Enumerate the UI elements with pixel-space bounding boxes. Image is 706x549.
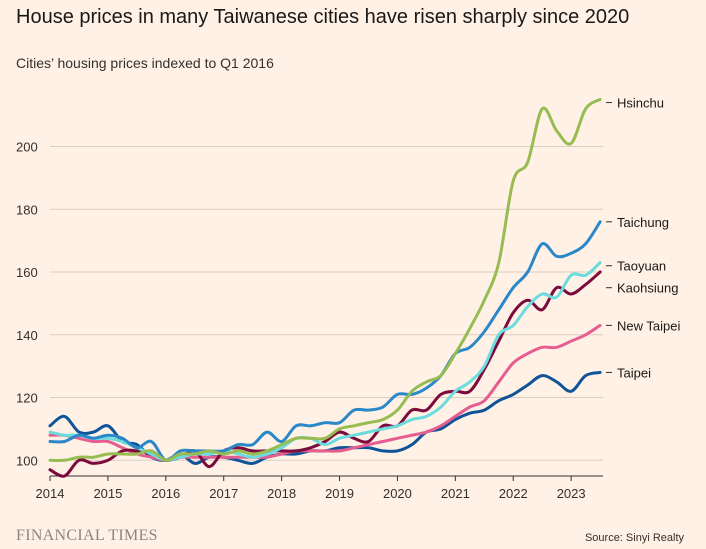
series-label-hsinchu: Hsinchu [617,96,664,111]
series-label-taoyuan: Taoyuan [617,259,666,274]
chart-subtitle: Cities’ housing prices indexed to Q1 201… [16,55,274,71]
x-tick-label: 2016 [151,486,180,501]
gridlines [50,145,603,461]
x-tick-label: 2022 [499,486,528,501]
x-tick-label: 2017 [209,486,238,501]
series-label-taipei: Taipei [617,365,651,380]
series-label-taichung: Taichung [617,215,669,230]
x-tick-label: 2023 [557,486,586,501]
series-label-new-taipei: New Taipei [617,318,680,333]
x-tick-label: 2015 [93,486,122,501]
y-tick-label: 180 [16,202,38,217]
y-tick-label: 160 [16,265,38,280]
y-tick-label: 200 [16,139,38,154]
y-tick-label: 140 [16,328,38,343]
series-line-taoyuan [48,261,602,462]
x-tick-label: 2014 [36,486,65,501]
y-tick-label: 100 [16,453,38,468]
series-lines [48,97,602,478]
ft-logo: FINANCIAL TIMES [16,527,158,544]
y-tick-label: 120 [16,391,38,406]
x-tick-label: 2020 [383,486,412,501]
series-label-kaohsiung: Kaohsiung [617,281,678,296]
series-line-taichung [48,220,602,462]
series-labels: Hsinchu Taichung Taoyuan Kaohsiung New Taipe… [606,96,680,380]
x-tick-label: 2018 [267,486,296,501]
source-note: Source: Sinyi Realty [584,532,684,544]
y-axis-ticks: 100 120 140 160 180 200 [16,139,38,468]
x-axis: 2014 2015 2016 2017 2018 2019 2020 2021 2022 2023 [36,475,603,501]
series-line-hsinchu [48,97,602,463]
chart-title: House prices in many Taiwanese cities ha… [16,6,630,28]
series-line-new-taipei [48,323,602,462]
x-tick-label: 2019 [325,486,354,501]
x-tick-label: 2021 [441,486,470,501]
